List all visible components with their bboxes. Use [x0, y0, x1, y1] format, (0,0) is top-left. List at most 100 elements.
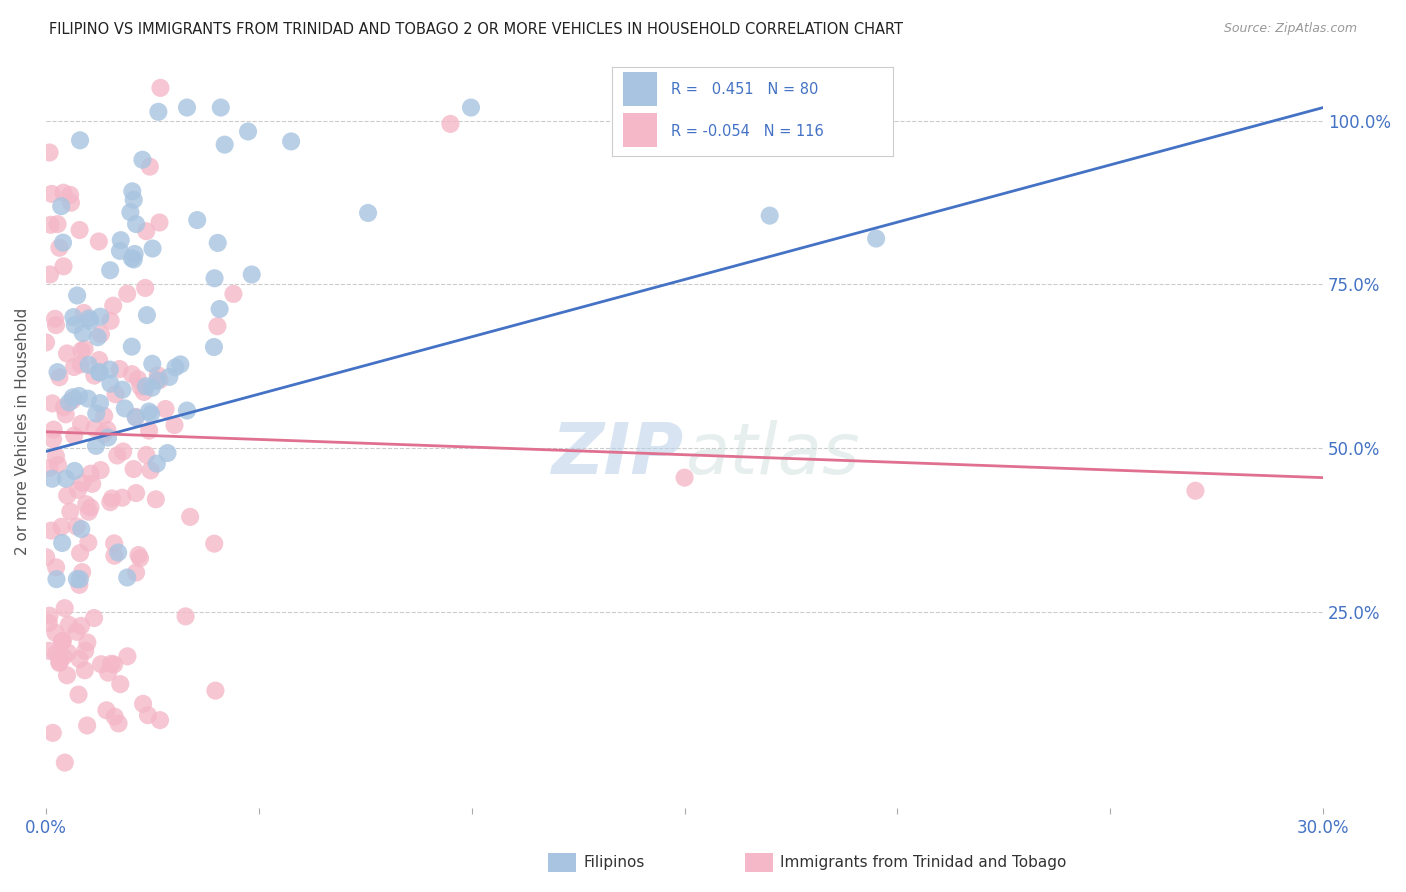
Point [89, 310, 111, 324]
Point [89, 353, 111, 368]
Point [42, 726, 65, 740]
Point [176, 403, 198, 417]
Point [114, 401, 136, 416]
Point [120, 205, 142, 219]
Point [70, 565, 93, 579]
Point [56, 346, 79, 360]
Point [115, 570, 138, 584]
Point [65, 624, 87, 639]
Point [63, 359, 86, 374]
Point [70, 522, 93, 536]
Point [141, 381, 163, 395]
Point [103, 536, 125, 550]
Point [107, 545, 129, 559]
Point [67, 688, 90, 702]
Point [121, 340, 143, 354]
Point [125, 486, 148, 500]
Point [66, 288, 89, 302]
Point [121, 252, 143, 266]
Point [56, 668, 79, 682]
Point [103, 299, 125, 313]
Point [156, 446, 179, 460]
Point [93, 426, 115, 441]
Point [155, 402, 177, 417]
Point [89, 396, 111, 410]
Point [121, 184, 143, 198]
Point [38, 461, 60, 475]
Text: Filipinos: Filipinos [583, 855, 645, 870]
Point [41, 186, 63, 201]
Point [149, 713, 172, 727]
Point [280, 135, 302, 149]
Point [69, 133, 91, 147]
Point [98, 495, 121, 509]
Point [108, 362, 131, 376]
Point [79, 314, 101, 328]
Point [67, 483, 90, 497]
Point [157, 370, 180, 384]
Point [148, 215, 170, 229]
Point [115, 286, 138, 301]
Point [141, 357, 163, 371]
Point [48, 656, 70, 670]
Point [121, 367, 143, 381]
Point [138, 404, 160, 418]
Point [145, 492, 167, 507]
Point [202, 536, 225, 550]
Point [110, 677, 132, 691]
Point [46, 365, 69, 379]
Point [59, 187, 82, 202]
Point [98, 263, 121, 277]
Point [83, 611, 105, 625]
Point [83, 368, 105, 383]
Point [73, 663, 96, 677]
Point [35, 550, 58, 565]
Point [38, 615, 60, 630]
Point [59, 505, 82, 519]
Text: Immigrants from Trinidad and Tobago: Immigrants from Trinidad and Tobago [780, 855, 1067, 870]
Point [38, 644, 60, 658]
Point [72, 326, 94, 340]
Point [460, 101, 482, 115]
Text: Source: ZipAtlas.com: Source: ZipAtlas.com [1223, 22, 1357, 36]
Point [67, 389, 90, 403]
Point [111, 383, 134, 397]
Point [42, 423, 65, 437]
Point [122, 193, 145, 207]
Point [207, 319, 229, 334]
Point [48, 241, 70, 255]
Point [100, 376, 122, 391]
Point [122, 252, 145, 267]
Point [79, 467, 101, 481]
Point [77, 392, 100, 406]
Text: FILIPINO VS IMMIGRANTS FROM TRINIDAD AND TOBAGO 2 OR MORE VEHICLES IN HOUSEHOLD : FILIPINO VS IMMIGRANTS FROM TRINIDAD AND… [49, 22, 903, 37]
Point [38, 145, 60, 160]
Bar [623, 113, 657, 147]
Point [63, 428, 86, 442]
Point [357, 206, 380, 220]
Point [45, 560, 67, 574]
Point [138, 424, 160, 438]
Point [53, 601, 76, 615]
Point [69, 546, 91, 560]
Point [75, 497, 97, 511]
Point [73, 342, 96, 356]
Point [169, 358, 191, 372]
Point [86, 330, 108, 344]
Point [52, 401, 75, 415]
Point [174, 609, 197, 624]
Point [139, 407, 162, 421]
Point [111, 491, 134, 505]
Point [77, 311, 100, 326]
Point [186, 213, 208, 227]
Point [139, 160, 162, 174]
Point [146, 368, 169, 383]
Point [45, 572, 67, 586]
Point [63, 318, 86, 332]
Point [148, 104, 170, 119]
Point [62, 310, 84, 325]
Point [45, 449, 67, 463]
Point [89, 365, 111, 379]
Point [69, 572, 91, 586]
Point [70, 343, 93, 358]
